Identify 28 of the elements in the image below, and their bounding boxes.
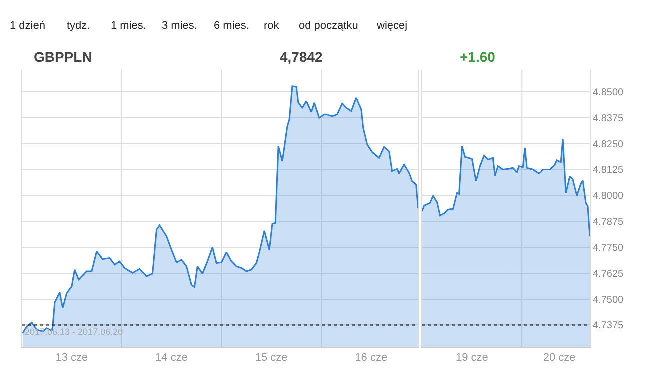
y-tick-label: 4.8500 [593,87,624,98]
y-tick-label: 4.8125 [593,165,624,176]
text: +1.60 [460,49,496,65]
text: tydz. [67,20,90,32]
x-tick-label: 13 cze [56,352,88,364]
y-tick-label: 4.7500 [593,294,624,306]
annotation: 2017.06.13 - 2017.06.20 [25,327,124,337]
x-tick-label: 20 cze [543,352,576,364]
text: rok [264,20,280,32]
y-tick-label: 4.8000 [593,191,624,202]
y-tick-label: 4.7750 [593,242,624,254]
chart-title: GBPPLN [34,49,92,65]
text: 1 dzień [10,20,46,32]
y-tick-label: 4.8250 [593,139,624,150]
text: od początku [299,20,358,32]
y-tick-label: 4.7375 [593,320,624,332]
y-tick-label: 4.7625 [593,268,624,280]
x-tick-label: 16 cze [355,352,388,364]
x-tick-label: 14 cze [156,352,188,364]
text: 4,7842 [280,49,324,65]
x-tick-label: 15 cze [255,352,288,364]
y-tick-label: 4.7875 [593,217,624,228]
text: 6 mies. [214,20,250,32]
text: 1 mies. [111,20,146,32]
x-tick-label: 19 cze [456,352,488,364]
y-tick-label: 4.8375 [593,113,624,124]
text: więcej [376,20,408,32]
text: 3 mies. [162,20,198,32]
